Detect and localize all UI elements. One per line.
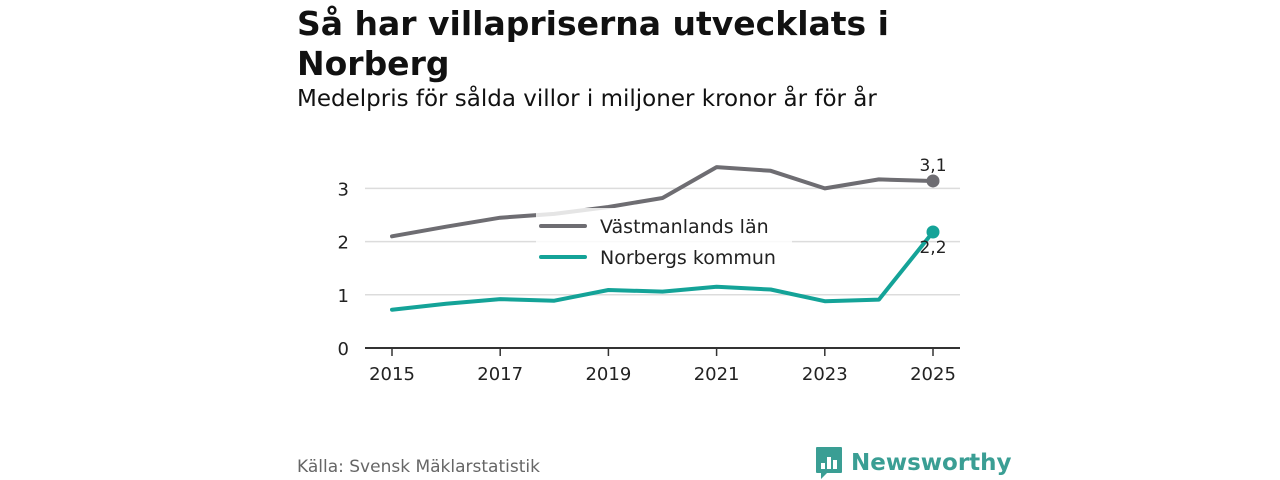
source-note: Källa: Svensk Mäklarstatistik [297,457,540,477]
end-marker-vastmanland [926,174,940,188]
y-tick-label: 0 [338,339,349,360]
line-chart: 0 1 2 3 2015 2017 2019 2021 2023 2025 3,1 2,2 Västma… [338,156,960,385]
legend-background [536,208,792,274]
newsworthy-logo-icon [816,447,842,479]
x-tick-label: 2017 [477,364,523,385]
chart-subtitle: Medelpris för sålda villor i miljoner kr… [297,86,877,112]
x-tick-label: 2021 [694,364,740,385]
brand-logo[interactable]: Newsworthy [815,446,1012,480]
x-tick-label: 2015 [369,364,415,385]
legend-label-norberg: Norbergs kommun [600,247,776,269]
end-marker-norberg [926,225,940,239]
end-label-norberg: 2,2 [919,238,946,258]
brand-name: Newsworthy [851,450,1012,476]
series-line-norberg [390,230,935,312]
x-tick-label: 2023 [802,364,848,385]
y-tick-label: 1 [338,286,349,307]
legend-label-vastmanland: Västmanlands län [600,216,769,238]
x-tick-label: 2019 [585,364,631,385]
series-line-vastmanland [390,165,935,239]
x-tick-label: 2025 [910,364,956,385]
y-tick-label: 2 [338,233,349,254]
end-label-vastmanland: 3,1 [919,156,946,176]
y-tick-label: 3 [338,179,349,200]
chart-title: Så har villapriserna utvecklats i Norber… [297,4,889,83]
